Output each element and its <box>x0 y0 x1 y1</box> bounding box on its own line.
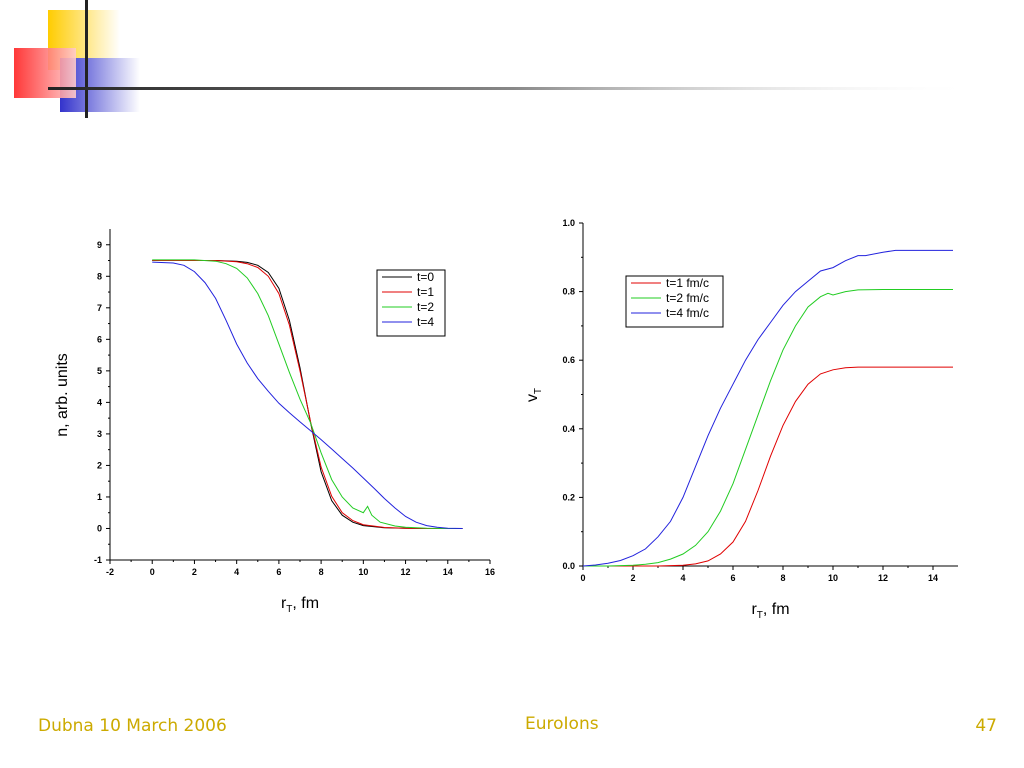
y-tick-label: 8 <box>97 271 102 281</box>
legend-label: t=1 <box>417 285 434 299</box>
y-axis-label-main: v <box>524 394 541 402</box>
y-tick-label: 0 <box>97 523 102 533</box>
y-tick-label: 9 <box>97 240 102 250</box>
series-line-2 <box>582 249 953 567</box>
x-tick-label: 4 <box>234 567 239 577</box>
y-tick-label: -1 <box>94 555 102 565</box>
y-tick-label: 5 <box>97 366 102 376</box>
x-tick-label: 0 <box>580 573 585 583</box>
x-tick-label: 4 <box>680 573 685 583</box>
y-tick-label: 0.4 <box>562 424 575 434</box>
x-tick-label: 6 <box>276 567 281 577</box>
x-tick-label: 12 <box>401 567 411 577</box>
footer-page-number: 47 <box>975 716 997 736</box>
logo-vertical-line <box>85 0 88 118</box>
legend-label: t=1 fm/c <box>666 276 709 290</box>
x-tick-label: 2 <box>192 567 197 577</box>
series-line-3 <box>152 261 463 529</box>
x-tick-label: 10 <box>358 567 368 577</box>
y-tick-label: 4 <box>97 397 102 407</box>
density-chart: -2 0 2 4 6 8 10 12 14 16-10123456789t=0t=1t=2t=4r… <box>54 229 495 615</box>
x-axis-label-rest: , fm <box>292 595 319 612</box>
y-axis-label-sub: T <box>533 388 544 394</box>
x-tick-label: 14 <box>928 573 938 583</box>
x-axis-label-sub: T <box>757 610 763 621</box>
x-axis-label-sub: T <box>286 604 292 615</box>
y-tick-label: 7 <box>97 303 102 313</box>
velocity-chart: 0 2 4 6 8 10 12 14 0.0 0.2 0.4 0.6 0.8 1.0 t=1 fm/ct=2… <box>524 218 958 621</box>
y-tick-label: 2 <box>97 460 102 470</box>
x-tick-label: 16 <box>485 567 495 577</box>
x-tick-label: 8 <box>319 567 324 577</box>
x-tick-label: 6 <box>730 573 735 583</box>
x-tick-label: 10 <box>828 573 838 583</box>
y-tick-label: 1.0 <box>562 218 575 228</box>
legend-label: t=0 <box>417 270 434 284</box>
x-tick-label: 0 <box>150 567 155 577</box>
legend-label: t=2 fm/c <box>666 291 709 305</box>
slide-logo-decoration <box>14 0 978 118</box>
y-tick-label: 3 <box>97 429 102 439</box>
legend-label: t=2 <box>417 300 434 314</box>
series-line-0 <box>583 366 953 567</box>
x-axis-label: rT, fm <box>751 601 789 621</box>
y-tick-label: 0.0 <box>562 561 575 571</box>
x-tick-label: 14 <box>443 567 453 577</box>
legend-box <box>625 275 724 328</box>
legend: t=0t=1t=2t=4 <box>376 269 446 337</box>
x-tick-label: -2 <box>106 567 114 577</box>
y-tick-label: 0.6 <box>562 355 575 365</box>
y-tick-label: 0.8 <box>562 287 575 297</box>
footer-date: Dubna 10 March 2006 <box>38 716 227 736</box>
legend: t=1 fm/ct=2 fm/ct=4 fm/c <box>625 275 724 328</box>
series-line-2 <box>152 259 463 529</box>
legend-label: t=4 fm/c <box>666 306 709 320</box>
y-axis-label: vT <box>524 388 544 402</box>
y-tick-label: 1 <box>97 492 102 502</box>
logo-horizontal-line <box>48 87 978 90</box>
x-tick-label: 12 <box>878 573 888 583</box>
x-axis-label-main: r <box>751 601 757 618</box>
y-tick-label: 6 <box>97 334 102 344</box>
legend-box <box>376 269 446 337</box>
footer-title: EuroIons <box>525 714 599 734</box>
x-tick-label: 2 <box>630 573 635 583</box>
y-tick-label: 0.2 <box>562 492 575 502</box>
series-line-1 <box>583 289 953 567</box>
x-tick-label: 8 <box>780 573 785 583</box>
legend-label: t=4 <box>417 315 434 329</box>
x-axis-label-main: r <box>281 595 287 612</box>
x-axis-label: rT, fm <box>281 595 319 615</box>
y-axis-label: n, arb. units <box>54 353 71 437</box>
x-axis-label-rest: , fm <box>763 601 790 618</box>
logo-red-square <box>14 48 76 98</box>
